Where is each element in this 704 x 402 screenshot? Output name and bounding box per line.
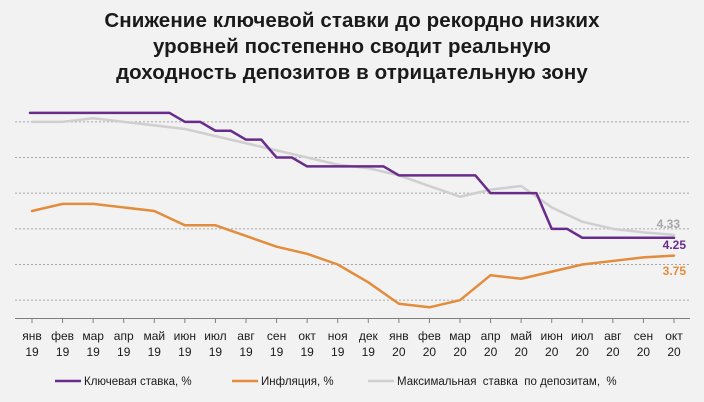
chart-title: Снижение ключевой ставки до рекордно низ… — [0, 8, 704, 86]
end-value-label: 4.33 — [657, 217, 681, 231]
x-tick-label-year: 19 — [86, 345, 100, 359]
x-tick-label-year: 19 — [117, 345, 131, 359]
x-tick-label-year: 19 — [300, 345, 314, 359]
x-tick-label-year: 19 — [148, 345, 162, 359]
x-tick-label-year: 19 — [331, 345, 345, 359]
chart-title-line-1: Снижение ключевой ставки до рекордно низ… — [104, 9, 600, 32]
x-tick-label-month: дек — [359, 329, 379, 343]
x-tick-label-year: 19 — [239, 345, 253, 359]
x-tick-label-month: апр — [481, 329, 501, 343]
x-tick-label-year: 19 — [56, 345, 70, 359]
x-tick-label-year: 20 — [606, 345, 620, 359]
x-tick-label-month: окт — [298, 329, 316, 343]
x-tick-label-month: фев — [51, 329, 74, 343]
x-tick-label-year: 20 — [453, 345, 467, 359]
x-tick-label-year: 20 — [484, 345, 498, 359]
x-tick-label-month: авг — [237, 329, 255, 343]
x-tick-label-month: июл — [571, 329, 593, 343]
x-tick-label-year: 20 — [545, 345, 559, 359]
x-tick-label-year: 20 — [392, 345, 406, 359]
x-tick-label-year: 20 — [514, 345, 528, 359]
legend-item-label: Ключевая ставка, % — [84, 376, 192, 388]
x-tick-label-month: янв — [22, 329, 42, 343]
end-value-label: 3.75 — [663, 264, 687, 278]
x-tick-label-year: 20 — [637, 345, 651, 359]
x-tick-label-year: 19 — [209, 345, 223, 359]
chart-title-line-3: доходность депозитов в отрицательную зон… — [116, 61, 588, 84]
series-lines — [28, 111, 676, 309]
chart-title-line-2: уровней постепенно сводит реальную — [152, 35, 552, 58]
x-tick-label-month: сен — [634, 329, 653, 343]
x-tick-label-year: 19 — [178, 345, 192, 359]
series-line — [30, 202, 676, 309]
legend-item-label: Инфляция, % — [261, 376, 334, 388]
x-tick-label-month: июн — [541, 329, 563, 343]
x-axis: янв 19 фев 19 мар 19 апр 19 май 19 июн 19 июл 19 авг 19… — [15, 318, 690, 359]
x-tick-label-year: 19 — [270, 345, 284, 359]
x-tick-label-year: 19 — [362, 345, 376, 359]
x-tick-label-year: 20 — [576, 345, 590, 359]
series-line — [30, 117, 676, 237]
x-tick-label-month: авг — [604, 329, 622, 343]
x-tick-label-month: июл — [204, 329, 226, 343]
x-tick-label-month: апр — [114, 329, 134, 343]
x-tick-label-month: фев — [418, 329, 441, 343]
end-value-label: 4.25 — [663, 238, 687, 252]
x-tick-label-month: мар — [449, 329, 471, 343]
x-tick-label-month: окт — [665, 329, 683, 343]
x-tick-label-month: май — [143, 329, 165, 343]
x-tick-label-month: июн — [174, 329, 196, 343]
x-tick-label-month: ноя — [328, 329, 348, 343]
end-labels: 4.25 3.75 4.33 — [657, 217, 687, 278]
x-tick-label-year: 20 — [667, 345, 681, 359]
x-tick-label-month: май — [510, 329, 532, 343]
series-line — [28, 111, 676, 239]
x-tick-label-month: янв — [389, 329, 409, 343]
legend: Ключевая ставка, % Инфляция, % Максимальна… — [55, 376, 617, 388]
x-tick-label-year: 19 — [25, 345, 39, 359]
x-tick-label-month: мар — [82, 329, 104, 343]
x-tick-label-year: 20 — [423, 345, 437, 359]
x-tick-label-month: сен — [267, 329, 286, 343]
legend-item-label: Максимальная ставка по депозитам, % — [397, 376, 617, 388]
